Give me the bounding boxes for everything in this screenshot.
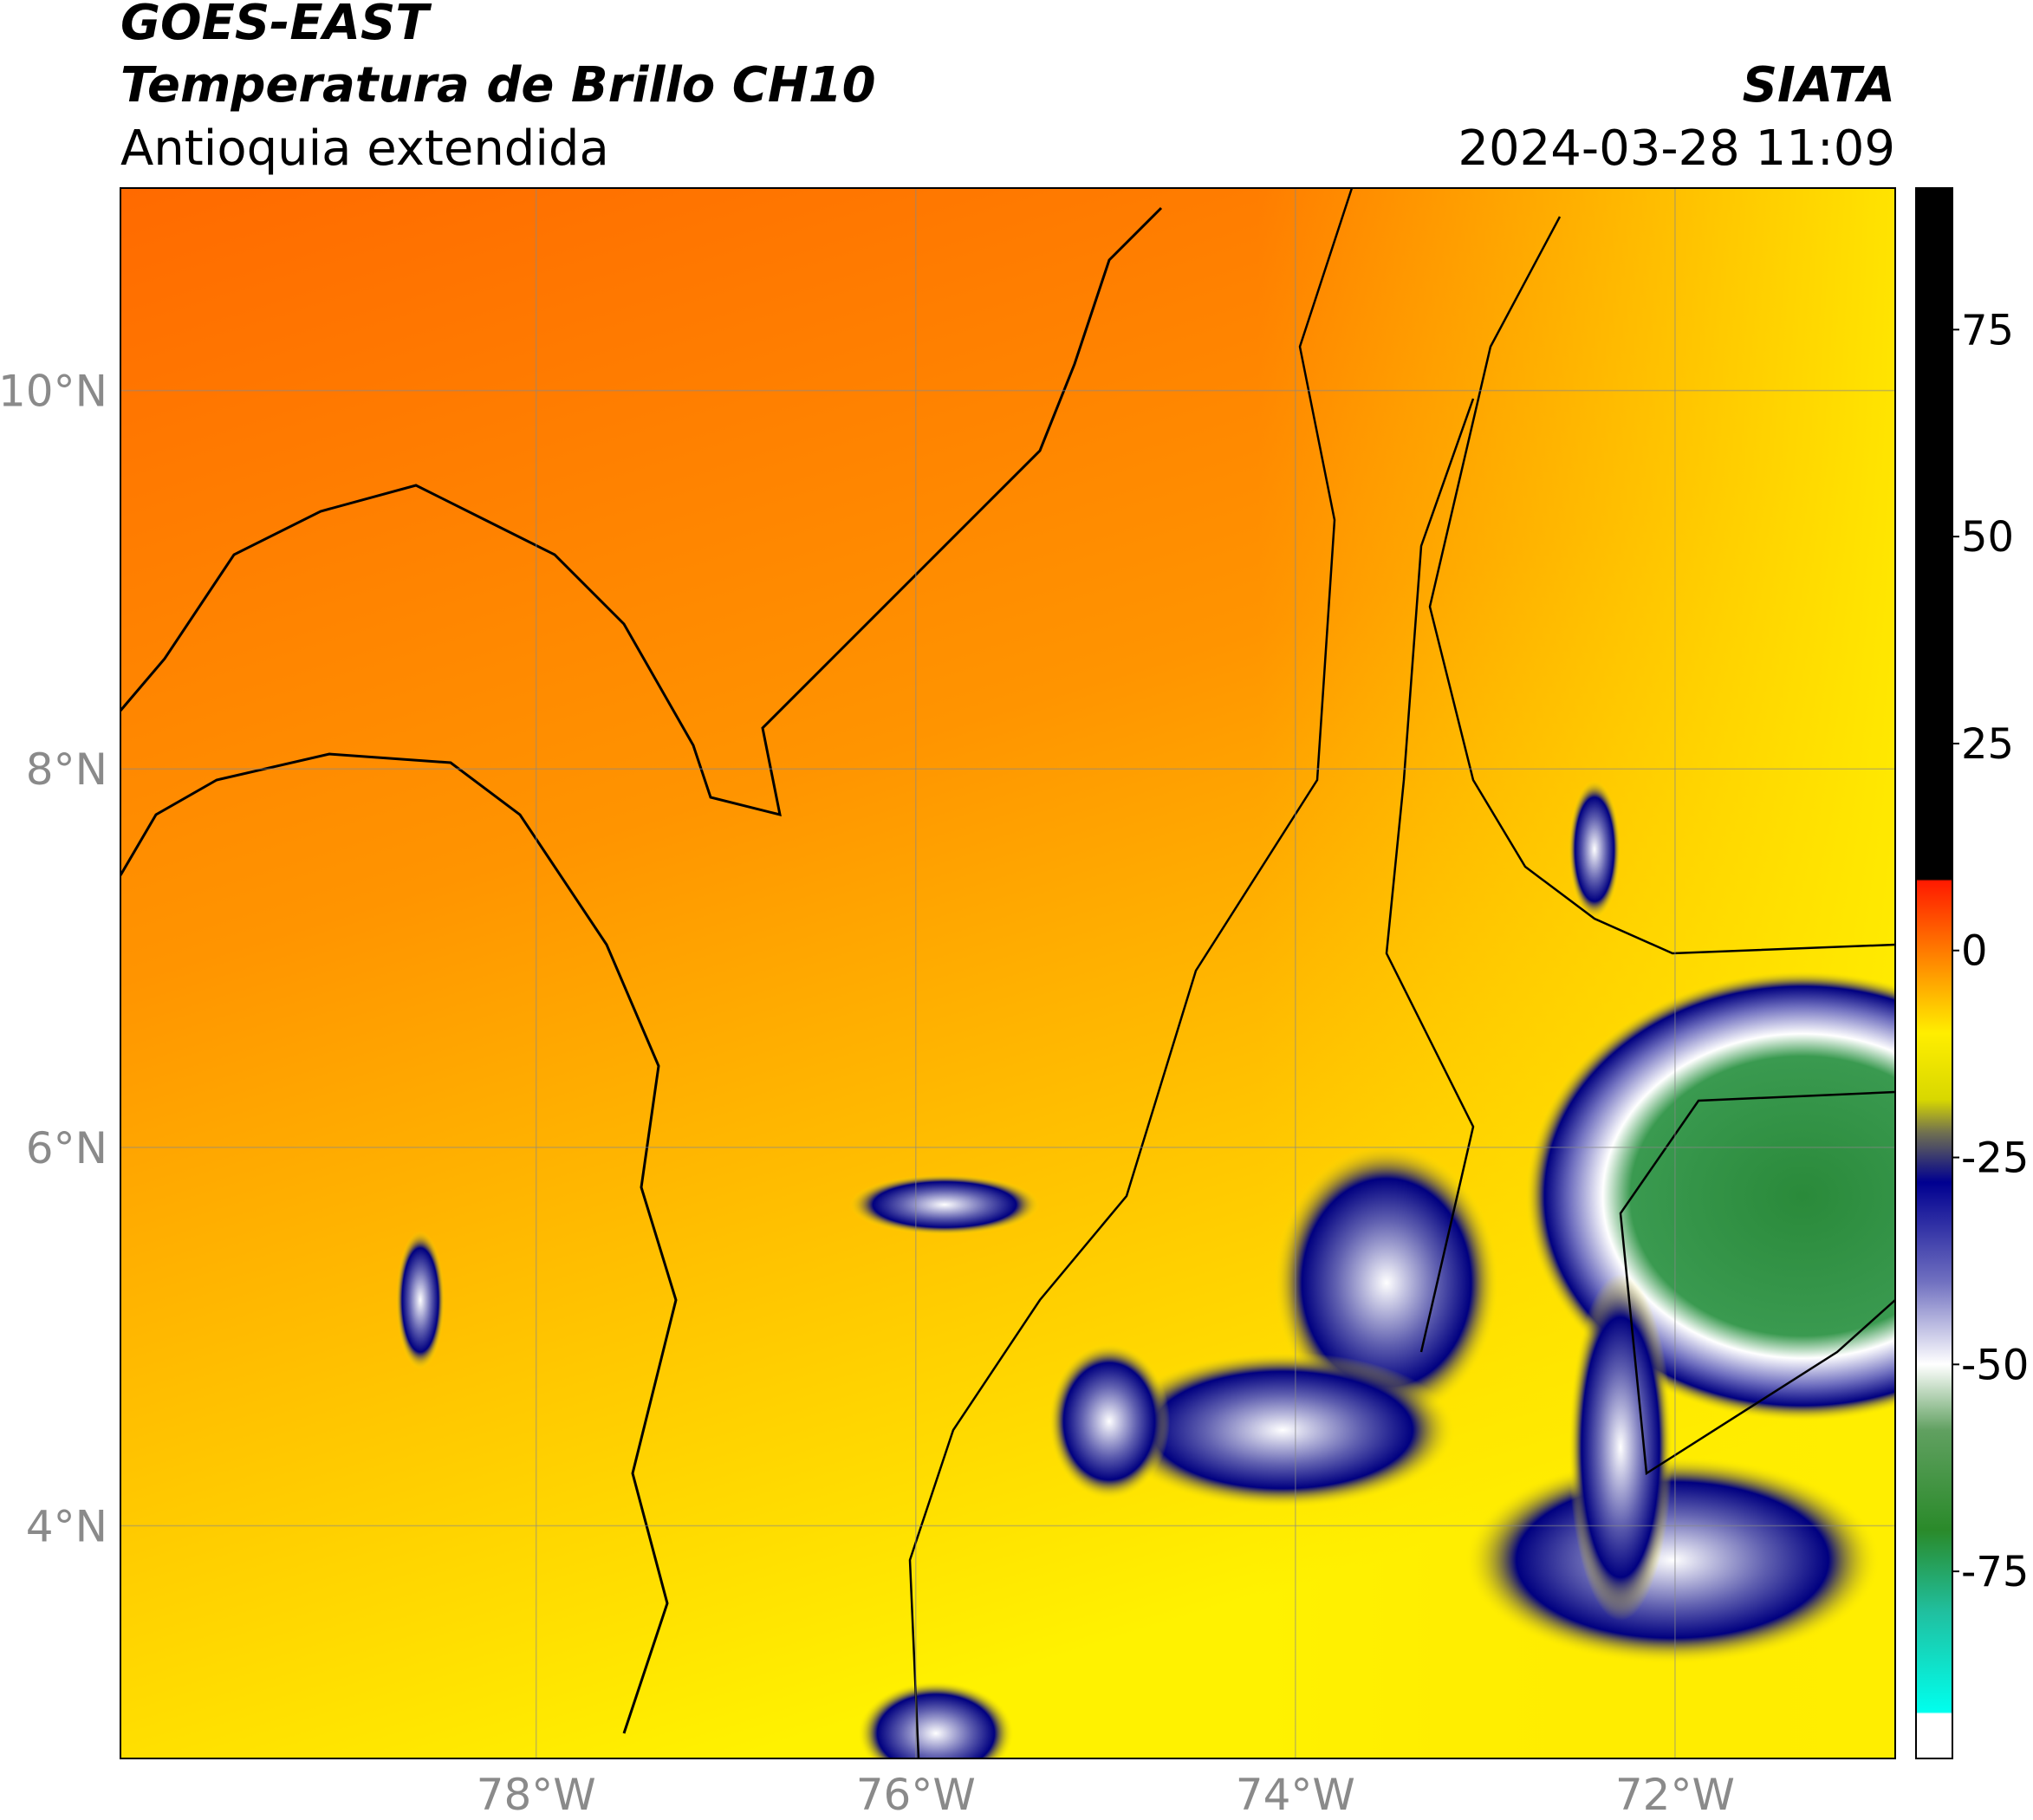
y-tick-label: 10°N — [0, 367, 107, 417]
y-tick-label: 8°N — [26, 744, 107, 795]
colorbar — [1915, 187, 1953, 1759]
region: Antioquia extendida — [120, 120, 609, 177]
colorbar-tick-label: 0 — [1961, 927, 1988, 976]
colorbar-tick-label: 75 — [1961, 306, 2014, 354]
subtitle: Temperatura de Brillo CH10 — [120, 57, 876, 114]
title: GOES-EAST — [120, 0, 432, 51]
colorbar-tick-label: -75 — [1961, 1548, 2029, 1596]
source: SIATA — [1743, 57, 1895, 114]
y-tick-label: 6°N — [26, 1123, 107, 1173]
colorbar-tick-label: 25 — [1961, 720, 2014, 769]
colorbar-tick-label: -50 — [1961, 1341, 2029, 1389]
x-tick-label: 78°W — [477, 1770, 596, 1820]
map-frame — [120, 187, 1896, 1759]
colorbar-tick-label: 50 — [1961, 513, 2014, 562]
x-tick-label: 74°W — [1236, 1770, 1355, 1820]
satellite-image — [120, 188, 1895, 1758]
colorbar-tick-label: -25 — [1961, 1134, 2029, 1183]
y-tick-label: 4°N — [26, 1501, 107, 1551]
x-tick-label: 72°W — [1615, 1770, 1735, 1820]
datetime: 2024-03-28 11:09 — [1458, 120, 1895, 177]
x-tick-label: 76°W — [856, 1770, 976, 1820]
